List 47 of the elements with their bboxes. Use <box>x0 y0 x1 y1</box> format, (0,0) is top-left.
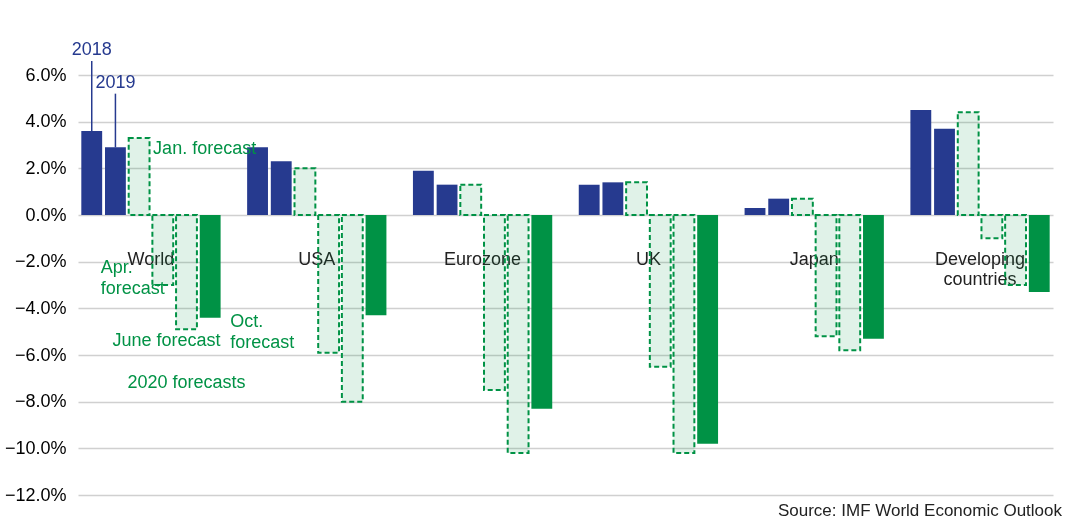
bar <box>365 215 387 316</box>
bar <box>863 215 884 339</box>
bar <box>578 184 600 215</box>
series-label: Oct. forecast <box>230 311 295 352</box>
y-tick-label: −12.0% <box>4 484 67 505</box>
x-tick-label: Eurozone <box>444 248 522 269</box>
y-tick-label: 2.0% <box>25 157 67 178</box>
bar <box>980 214 1004 240</box>
x-tick-label: USA <box>298 248 336 269</box>
y-tick-label: −2.0% <box>14 251 67 272</box>
bar <box>744 208 766 215</box>
bar <box>199 215 221 318</box>
bar <box>412 170 434 215</box>
x-tick-label: UK <box>635 248 661 269</box>
bar <box>697 215 719 444</box>
series-label: June forecast <box>112 329 221 350</box>
x-tick-label: Developing countries <box>935 248 1026 289</box>
bar <box>127 137 151 216</box>
bar <box>459 183 483 216</box>
bar <box>910 110 932 215</box>
y-tick-label: −4.0% <box>14 297 67 318</box>
bar <box>934 128 955 215</box>
bar <box>602 182 624 215</box>
y-tick-label: 0.0% <box>25 204 67 225</box>
y-tick-label: −6.0% <box>14 344 67 365</box>
bar <box>838 214 862 352</box>
y-tick-label: −10.0% <box>4 437 67 458</box>
bar <box>768 198 790 215</box>
annotation: 2020 forecasts <box>127 371 246 392</box>
bar <box>436 184 458 215</box>
bar <box>270 161 292 215</box>
bar <box>293 167 317 216</box>
bar <box>625 181 648 216</box>
source-note: Source: IMF World Economic Outlook <box>777 501 1062 521</box>
y-tick-label: −8.0% <box>14 391 67 412</box>
y-tick-label: 4.0% <box>25 111 67 132</box>
text: 2019 <box>95 71 136 92</box>
bar <box>956 111 980 216</box>
bar <box>1028 215 1050 292</box>
series-label: Jan. forecast <box>153 138 257 159</box>
bar <box>790 197 814 216</box>
bar <box>340 214 364 403</box>
bar <box>175 214 198 331</box>
text: 2018 <box>71 39 112 59</box>
y-tick-label: 6.0% <box>25 64 67 85</box>
bar <box>531 215 553 409</box>
bar <box>672 214 696 454</box>
